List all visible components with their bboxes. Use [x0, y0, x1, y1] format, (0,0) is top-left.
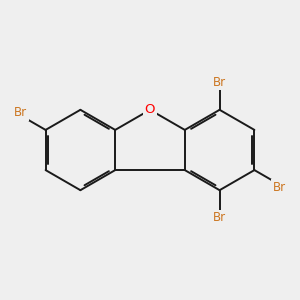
Text: Br: Br: [213, 211, 226, 224]
Text: O: O: [145, 103, 155, 116]
Text: Br: Br: [14, 106, 28, 119]
Text: Br: Br: [213, 76, 226, 89]
Text: Br: Br: [272, 181, 286, 194]
